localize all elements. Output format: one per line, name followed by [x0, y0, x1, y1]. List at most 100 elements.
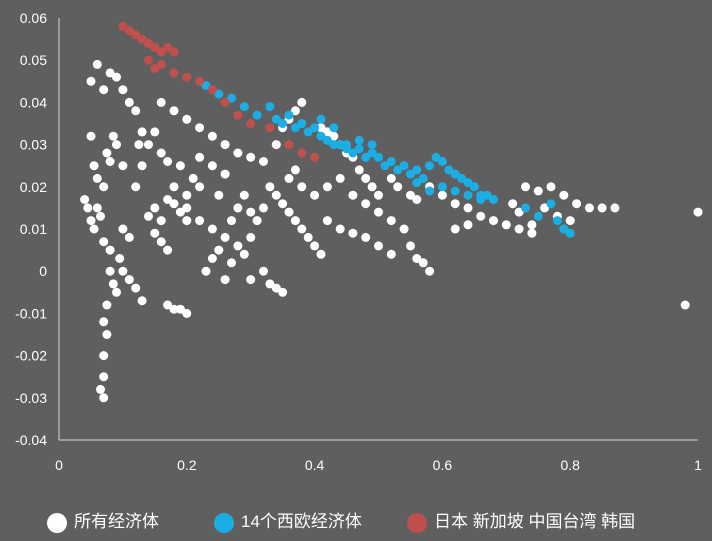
- data-point: [201, 81, 211, 90]
- data-point: [527, 228, 537, 238]
- data-point: [175, 304, 185, 314]
- data-point: [476, 211, 486, 221]
- data-point: [89, 161, 99, 171]
- data-point: [137, 127, 147, 137]
- data-point: [310, 152, 320, 162]
- data-point: [150, 43, 160, 52]
- data-point: [105, 68, 115, 78]
- data-point: [137, 34, 147, 44]
- data-point: [227, 216, 236, 226]
- data-point: [99, 372, 109, 382]
- data-point: [386, 216, 396, 226]
- data-point: [150, 64, 160, 74]
- data-point: [278, 119, 288, 128]
- data-point: [450, 169, 460, 179]
- data-point: [99, 351, 109, 361]
- data-point: [572, 199, 582, 209]
- data-point: [156, 237, 166, 247]
- data-point: [284, 173, 294, 183]
- data-point: [431, 152, 441, 162]
- data-point: [412, 195, 422, 204]
- data-point: [220, 232, 230, 242]
- data-point: [259, 203, 268, 213]
- data-point: [316, 114, 326, 124]
- data-point: [450, 186, 460, 196]
- legend-item-east-asia: 日本 新加坡 中国台湾 韩国: [407, 512, 635, 533]
- data-point: [144, 211, 153, 221]
- y-tick-label: 0: [39, 263, 47, 279]
- data-point: [597, 203, 607, 213]
- data-point: [80, 195, 90, 204]
- data-point: [476, 195, 486, 204]
- data-point: [297, 224, 307, 234]
- data-point: [610, 203, 620, 213]
- data-point: [290, 216, 300, 226]
- data-point: [374, 190, 383, 200]
- data-point: [144, 55, 153, 65]
- data-point: [86, 76, 96, 86]
- data-point: [220, 275, 230, 285]
- data-point: [290, 123, 300, 133]
- data-point: [99, 237, 109, 247]
- data-point: [118, 161, 128, 171]
- data-point: [342, 140, 352, 150]
- data-point: [131, 182, 141, 192]
- data-point: [92, 59, 102, 69]
- data-point: [246, 207, 256, 217]
- data-point: [239, 249, 249, 259]
- data-point: [406, 190, 415, 200]
- data-point: [169, 47, 179, 57]
- data-point: [354, 135, 364, 145]
- data-point: [131, 283, 141, 293]
- data-point: [163, 195, 173, 204]
- data-point: [540, 203, 550, 213]
- data-point: [310, 241, 320, 251]
- data-point: [124, 232, 134, 242]
- data-point: [335, 173, 345, 183]
- data-point: [310, 123, 320, 133]
- data-point: [156, 59, 166, 69]
- data-point: [134, 140, 144, 150]
- data-point: [150, 228, 160, 238]
- data-point: [182, 216, 192, 226]
- legend: 所有经济体 14个西欧经济体 日本 新加坡 中国台湾 韩国: [47, 512, 635, 533]
- y-tick-label: 0.06: [20, 10, 47, 26]
- data-point: [693, 207, 703, 217]
- data-point: [233, 203, 243, 213]
- data-point: [169, 199, 179, 209]
- data-point: [425, 186, 435, 196]
- data-point: [156, 148, 166, 158]
- data-point: [393, 165, 403, 175]
- data-point: [92, 203, 102, 213]
- data-point: [380, 161, 390, 171]
- data-point: [99, 182, 109, 192]
- data-point: [156, 216, 166, 226]
- data-point: [565, 228, 575, 238]
- data-point: [195, 123, 205, 133]
- data-point: [361, 232, 371, 242]
- data-point: [96, 211, 105, 221]
- data-point: [297, 148, 307, 158]
- data-point: [399, 224, 409, 234]
- data-point: [284, 110, 294, 120]
- data-point: [195, 216, 205, 226]
- x-tick-label: 0.2: [177, 457, 197, 473]
- data-point: [118, 85, 128, 95]
- data-point: [214, 89, 224, 99]
- data-point: [207, 254, 217, 263]
- legend-marker-east-asia: [407, 513, 427, 533]
- data-point: [195, 76, 205, 86]
- series-1: [201, 81, 575, 238]
- data-point: [361, 199, 371, 209]
- data-point: [169, 68, 179, 78]
- data-point: [99, 393, 109, 403]
- data-point: [259, 157, 268, 166]
- data-point: [246, 152, 256, 162]
- data-point: [348, 148, 358, 158]
- data-point: [182, 308, 192, 318]
- legend-label-all-economies: 所有经济体: [74, 512, 159, 531]
- data-point: [182, 190, 192, 200]
- data-point: [156, 47, 166, 57]
- data-point: [169, 106, 179, 116]
